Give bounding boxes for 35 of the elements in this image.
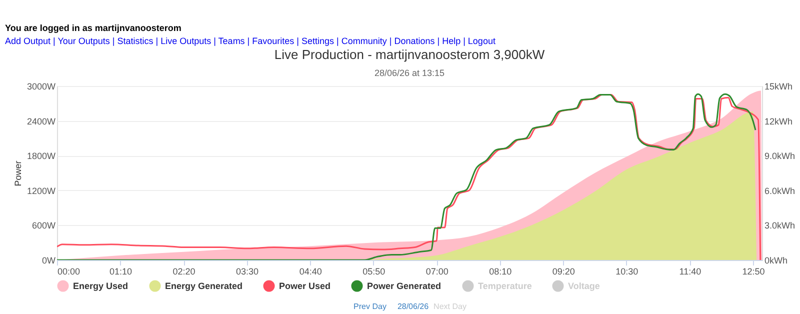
x-tick-label: 12:50: [742, 266, 765, 276]
x-tick-label: 07:00: [426, 266, 448, 276]
y-tick-label: 1200W: [26, 186, 56, 196]
y-axis-title: Power: [12, 160, 23, 186]
text: 28/06/26: [397, 302, 430, 311]
x-tick-label: 04:40: [299, 266, 322, 276]
y-tick-label: 600W: [32, 220, 56, 231]
y2-tick-label: 3.0kWh: [764, 220, 796, 231]
chart-title: Live Production - martijnvanoosterom 3,900kW: [274, 47, 546, 62]
y-tick-label: 2400W: [26, 116, 56, 126]
y2-tick-label: 15kWh: [764, 82, 793, 92]
y-tick-label: 3000W: [26, 82, 56, 92]
y2-tick-label: 12kWh: [764, 116, 793, 126]
legend-label: Power Generated: [367, 281, 442, 291]
y-tick-label: 1800W: [26, 151, 56, 162]
x-tick-label: 05:50: [362, 266, 386, 276]
x-tick-label: 02:20: [172, 266, 196, 276]
legend-label: Power Used: [279, 281, 331, 291]
text: Add Output | Your Outputs | Statistics | Live Outputs | Teams | Favourites | Settings | Community | Donations | Help | Logout: [5, 36, 496, 46]
x-tick-label: 01:10: [110, 266, 132, 276]
x-tick-label: 03:30: [236, 266, 259, 276]
y2-tick-label: 0kWh: [764, 256, 788, 266]
text: Prev Day: [354, 302, 386, 311]
chart-subtitle: 28/06/26 at 13:15: [374, 68, 445, 78]
x-tick-label: 08:10: [489, 266, 512, 276]
x-tick-label: 00:00: [58, 266, 80, 276]
y-tick-label: 0W: [42, 256, 56, 266]
y2-tick-label: 9.0kWh: [764, 151, 796, 162]
x-tick-label: 09:20: [552, 266, 575, 276]
x-tick-label: 11:40: [679, 266, 702, 276]
legend-label: Energy Generated: [165, 281, 243, 291]
x-tick-label: 10:30: [616, 266, 638, 276]
text: You are logged in as martijnvanoosterom: [5, 23, 182, 33]
legend-label: Energy Used: [73, 281, 128, 291]
y2-tick-label: 6.0kWh: [764, 186, 796, 196]
